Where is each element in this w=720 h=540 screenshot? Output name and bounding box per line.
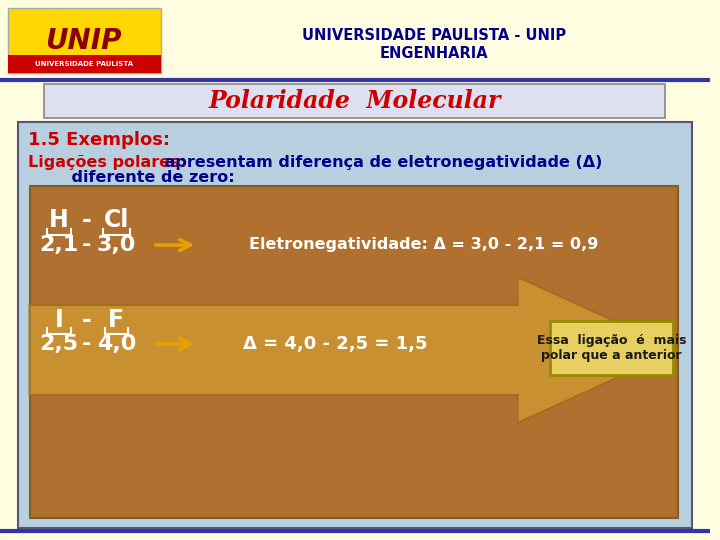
Text: H: H xyxy=(49,208,69,232)
Polygon shape xyxy=(30,277,678,423)
Text: UNIVERSIDADE PAULISTA - UNIP: UNIVERSIDADE PAULISTA - UNIP xyxy=(302,28,566,43)
Text: F: F xyxy=(108,308,125,332)
Text: UNIP: UNIP xyxy=(45,27,122,55)
Text: Cl: Cl xyxy=(104,208,129,232)
Text: 4,0: 4,0 xyxy=(96,334,136,354)
Text: Essa  ligação  é  mais
polar que a anterior: Essa ligação é mais polar que a anterior xyxy=(537,334,686,362)
Text: ENGENHARIA: ENGENHARIA xyxy=(379,45,488,60)
Text: diferente de zero:: diferente de zero: xyxy=(49,170,235,185)
Text: -: - xyxy=(82,235,91,255)
FancyBboxPatch shape xyxy=(8,8,161,73)
Text: 2,5: 2,5 xyxy=(40,334,78,354)
Text: 3,0: 3,0 xyxy=(96,235,136,255)
Text: Ligações polares:: Ligações polares: xyxy=(27,154,186,170)
Text: I: I xyxy=(55,308,63,332)
Text: -: - xyxy=(82,334,91,354)
FancyBboxPatch shape xyxy=(18,122,692,528)
FancyBboxPatch shape xyxy=(550,321,673,375)
FancyBboxPatch shape xyxy=(45,84,665,118)
Text: Polaridade  Molecular: Polaridade Molecular xyxy=(209,89,501,113)
Text: Eletronegatividade: Δ = 3,0 - 2,1 = 0,9: Eletronegatividade: Δ = 3,0 - 2,1 = 0,9 xyxy=(249,238,598,253)
FancyBboxPatch shape xyxy=(0,0,710,80)
Text: -: - xyxy=(82,208,91,232)
Text: 1.5 Exemplos:: 1.5 Exemplos: xyxy=(27,131,170,149)
Text: Δ = 4,0 - 2,5 = 1,5: Δ = 4,0 - 2,5 = 1,5 xyxy=(243,335,428,353)
Text: UNIVERSIDADE PAULISTA: UNIVERSIDADE PAULISTA xyxy=(35,61,133,67)
Text: apresentam diferença de eletronegatividade (Δ): apresentam diferença de eletronegativida… xyxy=(158,154,602,170)
Text: 2,1: 2,1 xyxy=(40,235,78,255)
FancyBboxPatch shape xyxy=(30,186,678,518)
Text: -: - xyxy=(82,308,91,332)
FancyBboxPatch shape xyxy=(8,55,161,73)
